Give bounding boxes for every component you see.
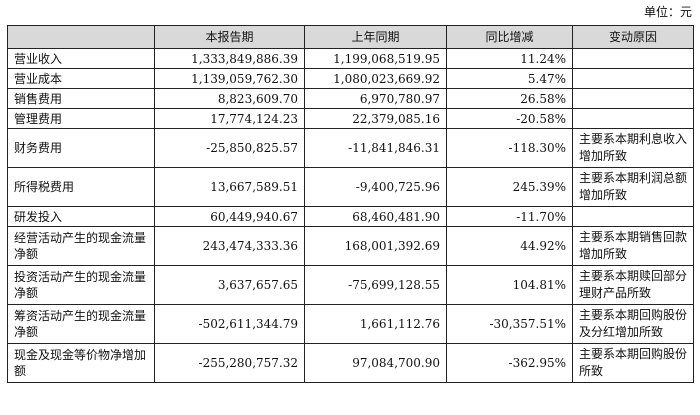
row-prior: 168,001,392.69 [305,227,447,266]
row-change: 44.92% [447,227,573,266]
row-current: 13,667,589.51 [155,168,305,207]
row-item: 管理费用 [8,109,155,129]
row-change: -30,357.51% [447,305,573,344]
row-prior: 1,080,023,669.92 [305,69,447,89]
row-item: 营业收入 [8,49,155,69]
table-row: 所得税费用 13,667,589.51 -9,400,725.96 245.39… [8,168,694,207]
row-current: -25,850,825.57 [155,129,305,168]
row-reason: 主要系本期回购股份及分红增加所致 [573,305,694,344]
row-current: 8,823,609.70 [155,89,305,109]
table-row: 管理费用 17,774,124.23 22,379,085.16 -20.58% [8,109,694,129]
table-row: 筹资活动产生的现金流量净额 -502,611,344.79 1,661,112.… [8,305,694,344]
row-reason: 主要系本期利润总额增加所致 [573,168,694,207]
header-change-reason: 变动原因 [573,26,694,49]
row-current: 1,333,849,886.39 [155,49,305,69]
table-row: 经营活动产生的现金流量净额 243,474,333.36 168,001,392… [8,227,694,266]
row-item: 投资活动产生的现金流量净额 [8,266,155,305]
row-current: 243,474,333.36 [155,227,305,266]
financial-table: 本报告期 上年同期 同比增减 变动原因 营业收入 1,333,849,886.3… [7,25,694,383]
row-prior: -75,699,128.55 [305,266,447,305]
table-row: 现金及现金等价物净增加额 -255,280,757.32 97,084,700.… [8,344,694,383]
unit-label: 单位：元 [644,3,692,20]
header-current-period: 本报告期 [155,26,305,49]
row-reason [573,207,694,227]
table-row: 营业收入 1,333,849,886.39 1,199,068,519.95 1… [8,49,694,69]
row-current: 17,774,124.23 [155,109,305,129]
row-item: 所得税费用 [8,168,155,207]
row-reason [573,89,694,109]
table-row: 营业成本 1,139,059,762.30 1,080,023,669.92 5… [8,69,694,89]
table-row: 研发投入 60,449,940.67 68,460,481.90 -11.70% [8,207,694,227]
row-current: -502,611,344.79 [155,305,305,344]
row-reason [573,49,694,69]
row-change: 5.47% [447,69,573,89]
header-prior-period: 上年同期 [305,26,447,49]
row-current: 3,637,657.65 [155,266,305,305]
table-row: 销售费用 8,823,609.70 6,970,780.97 26.58% [8,89,694,109]
row-current: 60,449,940.67 [155,207,305,227]
row-current: -255,280,757.32 [155,344,305,383]
row-item: 经营活动产生的现金流量净额 [8,227,155,266]
row-change: 104.81% [447,266,573,305]
row-reason: 主要系本期销售回款增加所致 [573,227,694,266]
table-row: 财务费用 -25,850,825.57 -11,841,846.31 -118.… [8,129,694,168]
row-item: 销售费用 [8,89,155,109]
table-header-row: 本报告期 上年同期 同比增减 变动原因 [8,26,694,49]
row-prior: 22,379,085.16 [305,109,447,129]
row-prior: -9,400,725.96 [305,168,447,207]
table-row: 投资活动产生的现金流量净额 3,637,657.65 -75,699,128.5… [8,266,694,305]
row-prior: 97,084,700.90 [305,344,447,383]
row-item: 研发投入 [8,207,155,227]
row-current: 1,139,059,762.30 [155,69,305,89]
row-change: -362.95% [447,344,573,383]
row-change: 11.24% [447,49,573,69]
row-reason [573,69,694,89]
row-reason: 主要系本期回购股份所致 [573,344,694,383]
row-change: -20.58% [447,109,573,129]
row-reason [573,109,694,129]
row-change: -118.30% [447,129,573,168]
row-prior: -11,841,846.31 [305,129,447,168]
row-change: -11.70% [447,207,573,227]
row-reason: 主要系本期赎回部分理财产品所致 [573,266,694,305]
row-prior: 1,661,112.76 [305,305,447,344]
row-prior: 6,970,780.97 [305,89,447,109]
row-item: 现金及现金等价物净增加额 [8,344,155,383]
row-item: 筹资活动产生的现金流量净额 [8,305,155,344]
row-change: 245.39% [447,168,573,207]
row-reason: 主要系本期利息收入增加所致 [573,129,694,168]
row-prior: 68,460,481.90 [305,207,447,227]
header-yoy-change: 同比增减 [447,26,573,49]
row-change: 26.58% [447,89,573,109]
row-prior: 1,199,068,519.95 [305,49,447,69]
row-item: 营业成本 [8,69,155,89]
row-item: 财务费用 [8,129,155,168]
header-item [8,26,155,49]
